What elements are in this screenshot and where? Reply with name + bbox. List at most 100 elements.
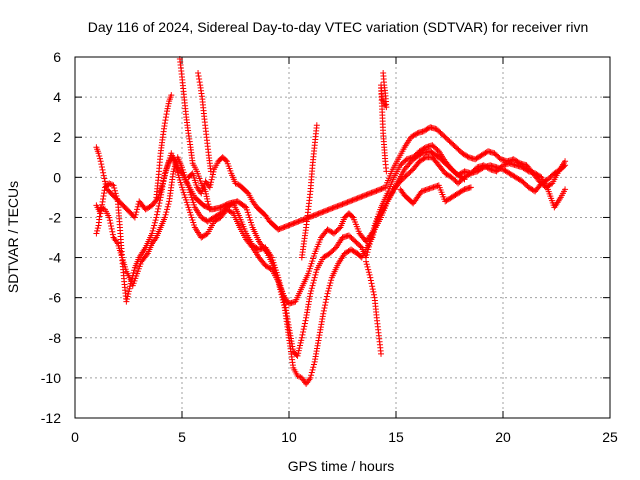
data-point (182, 194, 189, 201)
data-point (244, 189, 251, 196)
y-tick-label: 4 (53, 89, 61, 105)
data-point (369, 286, 376, 293)
data-point (248, 219, 255, 226)
data-point (324, 290, 331, 297)
data-point (154, 195, 161, 202)
data-series (185, 124, 569, 233)
data-point (366, 271, 373, 278)
data-point (299, 331, 306, 338)
data-series (363, 258, 385, 357)
data-point (297, 342, 304, 349)
data-point (313, 269, 320, 276)
data-point (183, 179, 190, 186)
data-point (106, 214, 113, 221)
data-point (327, 279, 334, 286)
data-point (179, 164, 185, 171)
data-point (323, 293, 330, 300)
data-point (322, 302, 329, 309)
data-series (93, 142, 569, 359)
data-point (96, 155, 103, 162)
data-point (310, 253, 317, 260)
data-point (149, 227, 156, 234)
data-point (163, 111, 170, 118)
data-point (307, 290, 314, 297)
data-point (156, 200, 163, 207)
data-point (162, 114, 169, 121)
data-point (277, 289, 284, 296)
y-axis-label: SDTVAR / TECUs (5, 181, 21, 293)
data-point (479, 165, 486, 172)
data-series (176, 56, 213, 213)
data-point (308, 285, 315, 292)
y-tick-label: 6 (53, 49, 61, 65)
data-point (108, 223, 115, 230)
data-point (206, 206, 213, 213)
data-point (241, 203, 248, 210)
data-point (295, 347, 302, 354)
data-point (296, 345, 303, 352)
data-point (111, 187, 118, 194)
data-point (143, 251, 150, 258)
data-point (298, 337, 305, 344)
data-point (94, 225, 101, 232)
data-point (270, 259, 277, 266)
data-point (309, 282, 316, 289)
data-point (222, 157, 229, 164)
data-series (195, 70, 214, 175)
y-tick-label: -10 (41, 370, 61, 386)
data-point (164, 203, 171, 210)
data-point (187, 211, 194, 218)
data-point (132, 211, 139, 218)
data-point (162, 211, 169, 218)
data-point (244, 209, 251, 216)
data-series (298, 122, 320, 261)
data-series (397, 182, 474, 207)
data-point (275, 278, 282, 285)
data-point (383, 168, 390, 175)
data-point (109, 228, 116, 235)
data-point (195, 70, 202, 77)
data-point (162, 169, 169, 176)
data-point (460, 187, 467, 194)
data-point (247, 216, 254, 223)
data-point (370, 231, 377, 238)
data-point (190, 219, 197, 226)
data-point (107, 220, 114, 227)
data-point (161, 120, 168, 127)
data-point (205, 201, 212, 208)
data-point (153, 214, 160, 221)
data-point (183, 199, 190, 206)
data-point (155, 202, 162, 209)
data-point (189, 216, 196, 223)
data-point (96, 152, 103, 159)
data-point (188, 194, 195, 201)
data-point (98, 161, 105, 168)
data-point (181, 171, 188, 178)
x-tick-label: 15 (388, 429, 404, 445)
data-point (273, 269, 280, 276)
data-point (195, 73, 202, 80)
data-point (464, 153, 471, 160)
data-point (190, 199, 197, 206)
data-point (187, 189, 194, 196)
data-point (204, 195, 211, 202)
data-point (310, 277, 317, 284)
data-point (162, 117, 169, 124)
data-point (298, 334, 305, 341)
data-point (94, 227, 101, 234)
data-point (153, 211, 160, 218)
data-point (275, 281, 282, 288)
data-point (184, 201, 191, 208)
data-point (151, 222, 158, 229)
data-point (111, 185, 118, 192)
data-point (320, 310, 327, 317)
data-point (300, 326, 307, 333)
data-point (325, 287, 332, 294)
data-point (421, 145, 428, 152)
data-point (97, 204, 104, 211)
data-point (165, 201, 172, 208)
data-point (97, 158, 104, 165)
data-point (100, 172, 107, 179)
data-point (98, 164, 105, 171)
data-point (349, 213, 356, 220)
